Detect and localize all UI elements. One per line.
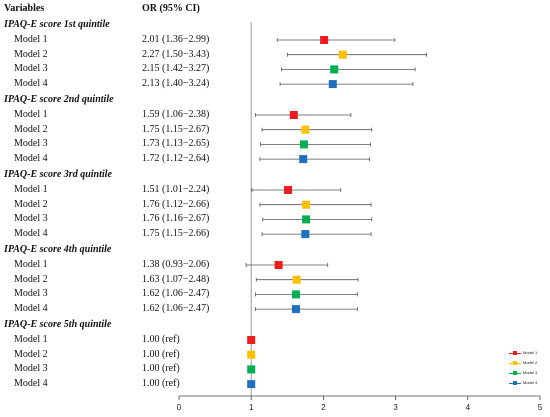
- or-marker: [301, 230, 310, 239]
- x-tick-label: 4: [466, 403, 471, 412]
- group-title: IPAQ-E score 5th quintile: [4, 319, 112, 330]
- model-label: Model 4: [14, 378, 48, 390]
- model-label: Model 2: [14, 198, 48, 210]
- x-tick-label: 0: [177, 403, 182, 412]
- model-label: Model 4: [14, 303, 48, 315]
- model-label: Model 3: [14, 288, 48, 300]
- or-value: 1.51 (1.01−2.24): [142, 184, 210, 195]
- model-label: Model 4: [14, 228, 48, 240]
- or-marker: [299, 155, 308, 164]
- or-value: 1.76 (1.12−2.66): [142, 198, 210, 210]
- or-marker: [291, 305, 300, 314]
- or-value: 2.15 (1.42−3.27): [142, 63, 210, 75]
- model-label: Model 3: [14, 63, 48, 75]
- model-label: Model 1: [14, 259, 48, 270]
- x-tick-label: 2: [321, 403, 326, 412]
- or-value: 1.62 (1.06−2.47): [142, 303, 210, 315]
- group-title: IPAQ-E score 4th quintile: [4, 244, 112, 255]
- or-marker: [247, 350, 256, 359]
- or-value: 1.00 (ref): [142, 348, 180, 360]
- or-value: 2.01 (1.36−2.99): [142, 34, 210, 45]
- or-value: 1.63 (1.07−2.48): [142, 273, 210, 285]
- group-title: IPAQ-E score 1st quintile: [4, 19, 110, 30]
- model-label: Model 3: [14, 138, 48, 150]
- or-marker: [302, 200, 311, 209]
- model-label: Model 2: [14, 48, 48, 60]
- or-marker: [247, 380, 256, 389]
- or-marker: [328, 80, 337, 89]
- group-title: IPAQ-E score 2nd quintile: [4, 94, 114, 105]
- legend-marker: [513, 361, 517, 365]
- legend-marker: [513, 381, 517, 385]
- or-marker: [320, 36, 329, 44]
- or-value: 1.00 (ref): [142, 363, 180, 375]
- or-value: 1.73 (1.13−2.65): [142, 138, 210, 150]
- legend-marker: [513, 371, 517, 375]
- or-marker: [301, 125, 310, 134]
- or-value: 1.00 (ref): [142, 334, 180, 345]
- or-marker: [299, 140, 308, 149]
- model-label: Model 2: [14, 273, 48, 285]
- or-value: 1.76 (1.16−2.67): [142, 213, 210, 225]
- or-value: 2.13 (1.40−3.24): [142, 78, 210, 90]
- or-value: 1.75 (1.15−2.66): [142, 228, 210, 240]
- or-value: 1.75 (1.15−2.67): [142, 123, 210, 135]
- model-label: Model 1: [14, 34, 48, 45]
- or-marker: [247, 365, 256, 374]
- x-tick-label: 5: [538, 403, 543, 412]
- legend-label: Model 1: [523, 350, 538, 355]
- model-label: Model 2: [14, 348, 48, 360]
- or-value: 1.38 (0.93−2.06): [142, 259, 210, 270]
- or-marker: [291, 290, 300, 299]
- model-label: Model 1: [14, 109, 48, 120]
- legend-label: Model 4: [523, 380, 538, 385]
- model-label: Model 2: [14, 123, 48, 135]
- or-marker: [330, 65, 339, 74]
- or-value: 1.62 (1.06−2.47): [142, 288, 210, 300]
- model-label: Model 3: [14, 213, 48, 225]
- or-value: 2.27 (1.50−3.43): [142, 48, 210, 60]
- model-label: Model 4: [14, 153, 48, 165]
- or-ci-header: OR (95% CI): [142, 3, 200, 14]
- or-value: 1.59 (1.06−2.38): [142, 109, 210, 120]
- or-marker: [284, 186, 293, 194]
- model-label: Model 3: [14, 363, 48, 375]
- legend-marker: [513, 351, 517, 355]
- or-marker: [292, 275, 301, 284]
- or-marker: [289, 111, 298, 119]
- model-label: Model 1: [14, 184, 48, 195]
- or-marker: [302, 215, 311, 224]
- model-label: Model 1: [14, 334, 48, 345]
- or-marker: [338, 50, 347, 59]
- or-value: 1.72 (1.12−2.64): [142, 153, 210, 165]
- x-tick-label: 1: [249, 403, 254, 412]
- variables-header: Variables: [4, 3, 45, 14]
- group-title: IPAQ-E score 3rd quintile: [4, 169, 112, 180]
- or-marker: [274, 261, 283, 269]
- or-value: 1.00 (ref): [142, 378, 180, 390]
- legend-label: Model 2: [523, 360, 538, 365]
- x-tick-label: 3: [393, 403, 398, 412]
- model-label: Model 4: [14, 78, 48, 90]
- legend-label: Model 3: [523, 370, 538, 375]
- or-marker: [247, 336, 256, 344]
